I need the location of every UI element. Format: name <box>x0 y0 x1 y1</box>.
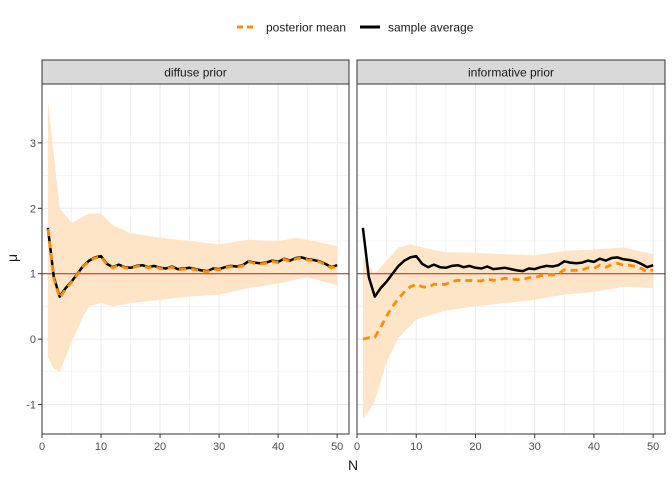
panel-border <box>41 83 350 435</box>
x-tick-label: 0 <box>39 441 45 453</box>
plot-area-informative-prior: 0 10 20 30 40 50 <box>354 83 666 453</box>
posterior-mean-line <box>46 229 338 302</box>
panel-border <box>356 83 666 435</box>
x-tick-label: 30 <box>529 441 541 453</box>
posterior-mean-line <box>362 261 654 341</box>
y-tick-label: 0 <box>30 334 36 346</box>
y-tick-label: 1 <box>30 269 36 281</box>
legend: posterior mean sample average <box>237 21 474 35</box>
y-tick-label: -1 <box>26 400 36 412</box>
y-tick-label: 2 <box>30 203 36 215</box>
y-tick-label: 3 <box>30 138 36 150</box>
x-tick-label: 50 <box>647 441 659 453</box>
facet-title-diffuse-prior: diffuse prior <box>164 66 226 80</box>
x-tick-label: 30 <box>213 441 225 453</box>
sample-average-line <box>361 227 654 298</box>
y-axis-title: μ <box>4 254 20 262</box>
legend-label-sample-average: sample average <box>388 21 474 35</box>
x-tick-label: 0 <box>354 441 360 453</box>
panel-diffuse-prior: diffuse prior 0 10 20 30 40 50 <box>39 59 350 453</box>
x-tick-label: 40 <box>588 441 600 453</box>
legend-label-posterior-mean: posterior mean <box>266 21 346 35</box>
x-tick-label: 10 <box>410 441 422 453</box>
facet-title-informative-prior: informative prior <box>468 66 554 80</box>
x-tick-label: 50 <box>331 441 343 453</box>
y-axis: -1 0 1 2 3 <box>26 138 42 412</box>
x-tick-label: 20 <box>154 441 166 453</box>
strip-informative-prior <box>356 59 666 85</box>
x-tick-label: 40 <box>272 441 284 453</box>
x-axis-title: N <box>348 457 358 473</box>
credible-band <box>47 100 338 372</box>
panel-informative-prior: informative prior 0 10 20 30 40 50 <box>354 59 666 453</box>
x-tick-label: 20 <box>469 441 481 453</box>
strip-diffuse-prior <box>41 59 350 85</box>
x-tick-label: 10 <box>95 441 107 453</box>
credible-band <box>362 244 654 419</box>
plot-area-diffuse-prior: 0 10 20 30 40 50 <box>39 83 350 453</box>
